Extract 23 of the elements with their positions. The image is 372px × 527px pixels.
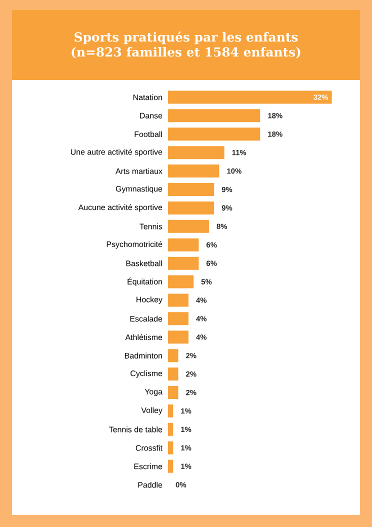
- bar: [168, 201, 214, 214]
- bar: [168, 238, 199, 252]
- bar: [168, 441, 174, 454]
- bar: [168, 256, 199, 270]
- bar: [168, 460, 174, 473]
- bar: [168, 146, 224, 160]
- chart-title: Sports pratiqués par les enfants: [74, 32, 298, 44]
- bar: [168, 164, 220, 178]
- bar: [168, 275, 194, 288]
- bar: [168, 386, 178, 399]
- bar: [168, 294, 188, 307]
- bar: [168, 90, 332, 104]
- bar: [168, 330, 188, 344]
- bar: [168, 220, 209, 233]
- bar: [168, 368, 178, 381]
- bar: [168, 404, 174, 418]
- bar: [168, 422, 174, 436]
- chart-subtitle: (n=823 familles et 1584 enfants): [72, 47, 300, 58]
- bar: [168, 109, 260, 122]
- bar: [168, 128, 260, 141]
- bar: [168, 312, 188, 326]
- bar: [168, 182, 214, 196]
- bar: [168, 349, 178, 362]
